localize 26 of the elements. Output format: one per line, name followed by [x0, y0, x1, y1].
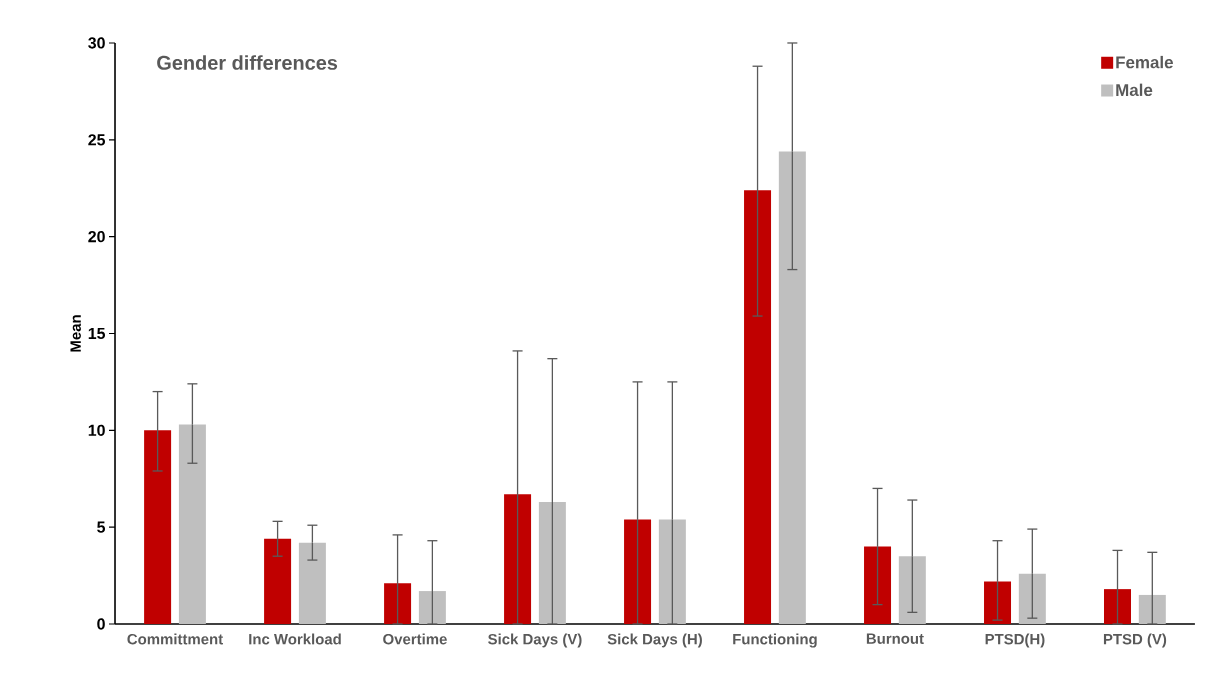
y-tick-label: 20: [88, 231, 105, 243]
y-tick-label: 0: [97, 618, 105, 630]
x-tick-label: Inc Workload: [249, 633, 341, 645]
legend-label: Male: [1116, 83, 1153, 97]
y-tick-label: 25: [88, 134, 106, 146]
y-tick-label: 5: [97, 521, 106, 533]
y-tick-label: 30: [88, 37, 105, 49]
x-tick-label: Sick Days (H): [607, 633, 702, 648]
bar: [298, 542, 326, 624]
x-tick-label: PTSD (V): [1103, 633, 1167, 648]
x-tick-label: PTSD(H): [985, 633, 1045, 648]
x-tick-label: Functioning: [733, 633, 817, 648]
x-tick-label: Sick Days (V): [488, 633, 582, 648]
bar: [144, 430, 172, 624]
y-tick-label: 10: [88, 424, 105, 436]
chart-title: Gender differences: [157, 55, 338, 70]
x-tick-label: Committment: [127, 633, 223, 645]
bar: [744, 190, 772, 624]
x-tick-label: Burnout: [866, 633, 924, 644]
bar: [778, 151, 806, 624]
y-tick-label: 15: [88, 327, 106, 340]
legend-label: Female: [1116, 55, 1173, 69]
bar: [178, 424, 206, 624]
y-axis-title: Mean: [70, 315, 81, 352]
bar: [264, 538, 292, 624]
x-tick-label: Overtime: [383, 633, 447, 645]
